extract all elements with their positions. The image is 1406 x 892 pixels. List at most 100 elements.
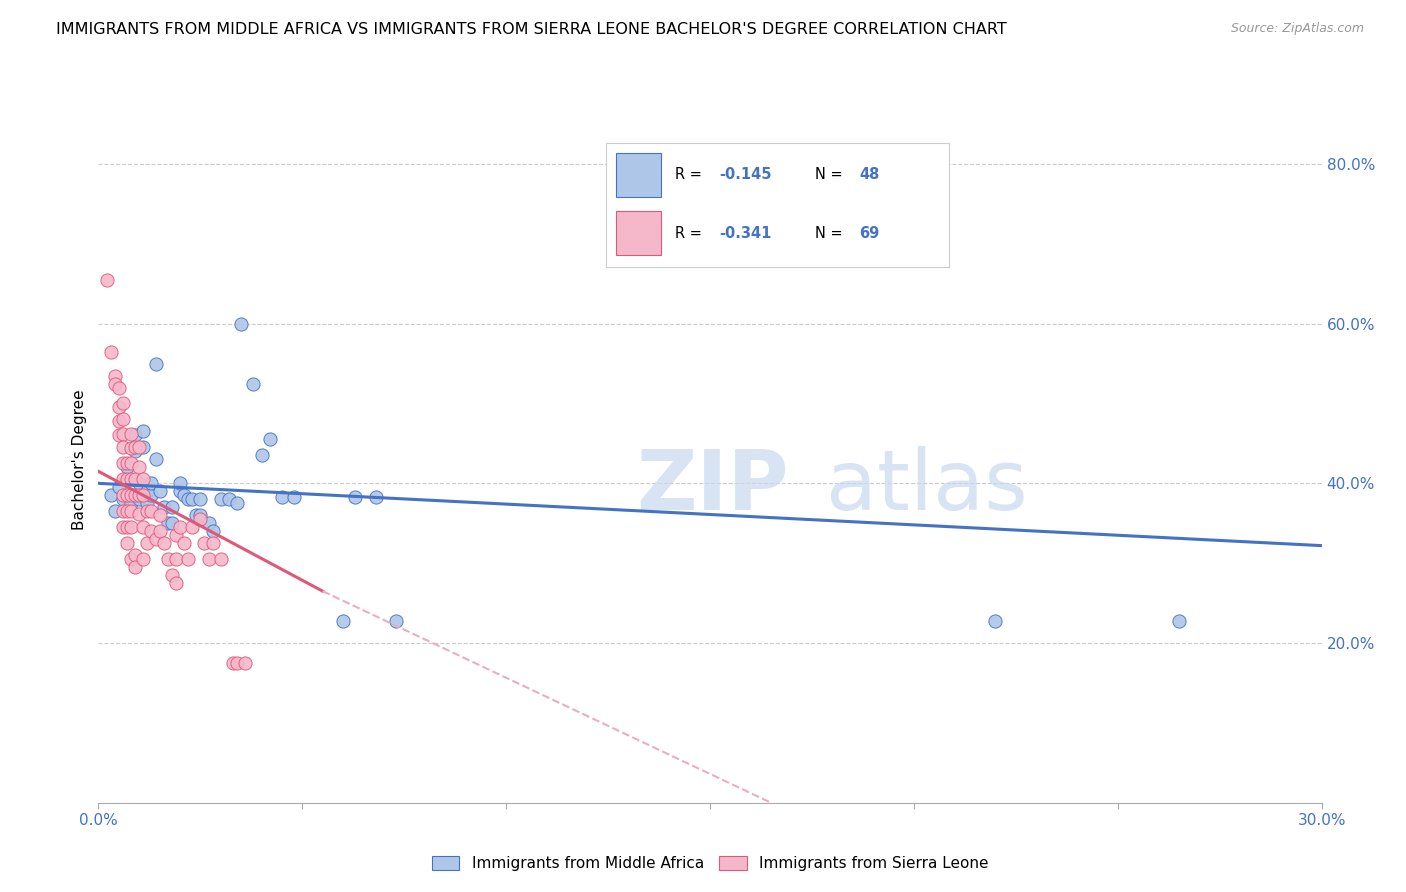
Point: [120, 488, 142, 502]
Point: [111, 426, 134, 441]
Point: [160, 568, 183, 582]
Point: [132, 425, 155, 439]
Point: [128, 488, 150, 502]
Point: [283, 490, 305, 504]
Point: [124, 472, 146, 486]
Point: [165, 552, 187, 566]
Point: [96, 273, 118, 287]
Point: [128, 441, 150, 455]
Point: [136, 536, 159, 550]
Text: R =: R =: [675, 168, 706, 183]
Point: [115, 488, 138, 502]
Point: [364, 490, 387, 504]
Point: [188, 512, 212, 526]
Point: [344, 490, 367, 504]
Text: atlas: atlas: [827, 446, 1028, 527]
Text: 69: 69: [859, 226, 880, 241]
Point: [145, 533, 167, 547]
Point: [156, 516, 179, 531]
Point: [120, 520, 142, 534]
Text: -0.341: -0.341: [718, 226, 772, 241]
Point: [149, 484, 172, 499]
Point: [165, 528, 187, 542]
Point: [145, 357, 167, 371]
Point: [226, 656, 249, 670]
Point: [120, 441, 142, 455]
Point: [152, 500, 174, 515]
Point: [120, 472, 142, 486]
Point: [100, 488, 122, 502]
Point: [169, 520, 191, 534]
Point: [128, 507, 150, 521]
Text: R =: R =: [675, 226, 706, 241]
Point: [141, 504, 163, 518]
Point: [120, 456, 142, 470]
Point: [104, 504, 127, 518]
Point: [141, 488, 163, 502]
Point: [201, 524, 224, 539]
Text: -0.145: -0.145: [718, 168, 772, 183]
Point: [1167, 614, 1189, 628]
Point: [120, 504, 142, 518]
Point: [145, 452, 167, 467]
Point: [111, 472, 134, 486]
Text: ZIP: ZIP: [637, 446, 789, 527]
Point: [111, 412, 134, 426]
Point: [169, 484, 191, 499]
Point: [173, 488, 195, 502]
Point: [186, 508, 208, 523]
Y-axis label: Bachelor's Degree: Bachelor's Degree: [72, 389, 87, 530]
Point: [132, 472, 155, 486]
Point: [332, 614, 354, 628]
Point: [111, 488, 134, 502]
Point: [270, 490, 294, 504]
Point: [177, 552, 200, 566]
Point: [188, 492, 212, 507]
Point: [984, 614, 1007, 628]
Point: [108, 428, 131, 442]
Point: [115, 472, 138, 486]
Point: [111, 492, 134, 507]
Point: [132, 520, 155, 534]
Point: [111, 441, 134, 455]
Point: [104, 368, 127, 383]
Point: [128, 460, 150, 475]
Point: [124, 428, 146, 442]
Point: [115, 460, 138, 475]
Point: [222, 656, 245, 670]
Point: [169, 476, 191, 491]
Point: [108, 480, 131, 494]
Point: [136, 496, 159, 510]
Point: [233, 656, 256, 670]
Point: [188, 508, 212, 523]
Point: [115, 504, 138, 518]
Point: [141, 524, 163, 539]
Point: [108, 414, 131, 428]
Point: [120, 426, 142, 441]
Point: [160, 500, 183, 515]
Point: [124, 441, 146, 455]
Point: [124, 560, 146, 574]
Bar: [616, 153, 661, 196]
Point: [385, 614, 408, 628]
Point: [209, 552, 232, 566]
Point: [120, 496, 142, 510]
Point: [132, 552, 155, 566]
Point: [259, 433, 281, 447]
Point: [181, 520, 204, 534]
Point: [108, 401, 131, 415]
Point: [152, 536, 174, 550]
Point: [120, 552, 142, 566]
Text: N =: N =: [815, 168, 848, 183]
Point: [173, 536, 195, 550]
Point: [201, 536, 224, 550]
Point: [111, 504, 134, 518]
Point: [156, 552, 179, 566]
Point: [115, 536, 138, 550]
Legend: Immigrants from Middle Africa, Immigrants from Sierra Leone: Immigrants from Middle Africa, Immigrant…: [426, 850, 994, 878]
Point: [132, 488, 155, 502]
Text: Source: ZipAtlas.com: Source: ZipAtlas.com: [1230, 22, 1364, 36]
Point: [104, 376, 127, 391]
Point: [124, 548, 146, 562]
Point: [177, 492, 200, 507]
